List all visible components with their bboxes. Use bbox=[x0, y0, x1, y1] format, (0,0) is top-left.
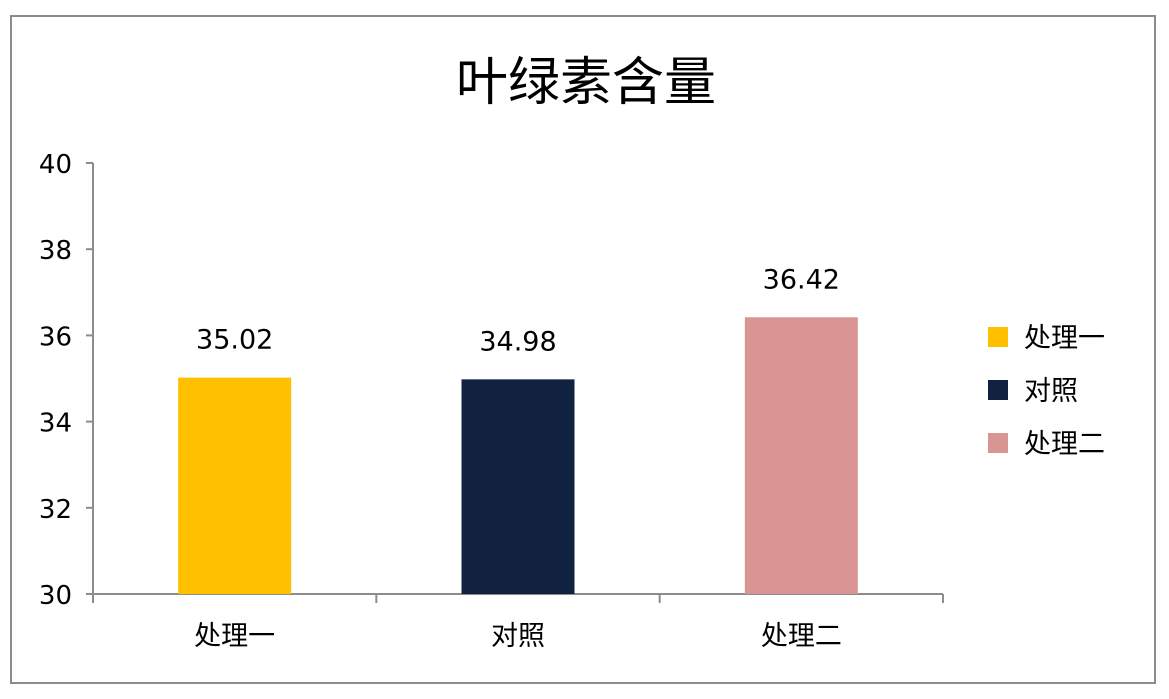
legend-swatch bbox=[988, 327, 1008, 347]
bar bbox=[744, 317, 858, 594]
y-tick-label: 34 bbox=[39, 409, 72, 439]
y-tick-label: 38 bbox=[39, 236, 72, 266]
bars bbox=[178, 317, 858, 594]
x-tick-label: 处理一 bbox=[194, 621, 275, 652]
legend-swatch bbox=[988, 380, 1008, 400]
bar bbox=[178, 377, 292, 594]
data-label: 35.02 bbox=[196, 325, 273, 356]
data-label: 36.42 bbox=[763, 264, 840, 295]
y-tick-label: 36 bbox=[39, 322, 72, 352]
y-tick-label: 30 bbox=[39, 581, 72, 611]
legend-label: 对照 bbox=[1024, 376, 1078, 407]
legend-label: 处理一 bbox=[1024, 323, 1105, 354]
data-label: 34.98 bbox=[479, 326, 556, 357]
x-axis: 处理一 对照 处理二 bbox=[92, 593, 944, 652]
y-tick-label: 40 bbox=[39, 150, 72, 180]
legend-label: 处理二 bbox=[1024, 429, 1105, 460]
x-tick-label: 对照 bbox=[491, 621, 545, 652]
y-tick-label: 32 bbox=[39, 495, 72, 525]
x-tick-label: 处理二 bbox=[761, 621, 842, 652]
y-axis: 30 32 34 36 38 40 bbox=[39, 150, 94, 611]
chart-title: 叶绿素含量 bbox=[456, 53, 716, 113]
bar bbox=[461, 379, 575, 594]
legend-swatch bbox=[988, 433, 1008, 453]
value-labels: 35.02 34.98 36.42 bbox=[196, 264, 840, 357]
